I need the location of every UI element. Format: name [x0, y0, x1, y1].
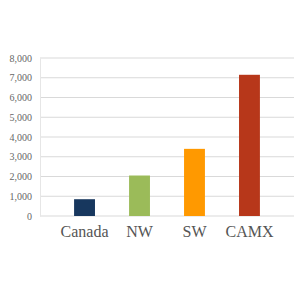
grid-line: [40, 58, 294, 59]
plot: 0 1,000 2,000 3,000 4,000 5,000 6,000 7,000 8,00…: [10, 53, 295, 241]
x-tick-label: NW: [126, 223, 154, 240]
y-tick-label: 3,000: [10, 151, 33, 162]
x-tick: Canada: [61, 216, 109, 240]
y-tick: 0: [27, 211, 40, 222]
grid: [40, 58, 294, 216]
bars: [74, 75, 260, 216]
y-tick-label: 5,000: [10, 112, 33, 123]
x-tick-label: Canada: [61, 223, 109, 240]
y-tick: 7,000: [10, 72, 41, 83]
y-tick-label: 7,000: [10, 72, 33, 83]
bar: [184, 149, 205, 216]
y-tick-label: 0: [27, 211, 32, 222]
x-tick: SW: [182, 216, 207, 240]
bar: [129, 176, 150, 216]
y-tick-label: 1,000: [10, 191, 33, 202]
x-tick-label: SW: [182, 223, 207, 240]
x-tick: CAMX: [225, 216, 273, 240]
y-tick: 4,000: [10, 132, 41, 143]
x-tick: NW: [126, 216, 154, 240]
y-tick-label: 4,000: [10, 132, 33, 143]
y-tick: 6,000: [10, 92, 41, 103]
y-tick: 5,000: [10, 112, 41, 123]
y-tick-label: 2,000: [10, 171, 33, 182]
y-tick-label: 6,000: [10, 92, 33, 103]
y-tick: 1,000: [10, 191, 41, 202]
bar: [74, 199, 95, 216]
y-tick: 8,000: [10, 53, 41, 64]
y-axis-line: [40, 59, 41, 217]
y-tick: 2,000: [10, 171, 41, 182]
bar: [239, 75, 260, 216]
x-axis: Canada NW SW CAMX: [61, 216, 274, 240]
y-axis: 0 1,000 2,000 3,000 4,000 5,000 6,000 7,000 8,00…: [10, 53, 41, 222]
y-tick: 3,000: [10, 151, 41, 162]
x-tick-label: CAMX: [225, 223, 273, 240]
y-tick-label: 8,000: [10, 53, 33, 64]
chart: 0 1,000 2,000 3,000 4,000 5,000 6,000 7,000 8,00…: [0, 0, 300, 300]
